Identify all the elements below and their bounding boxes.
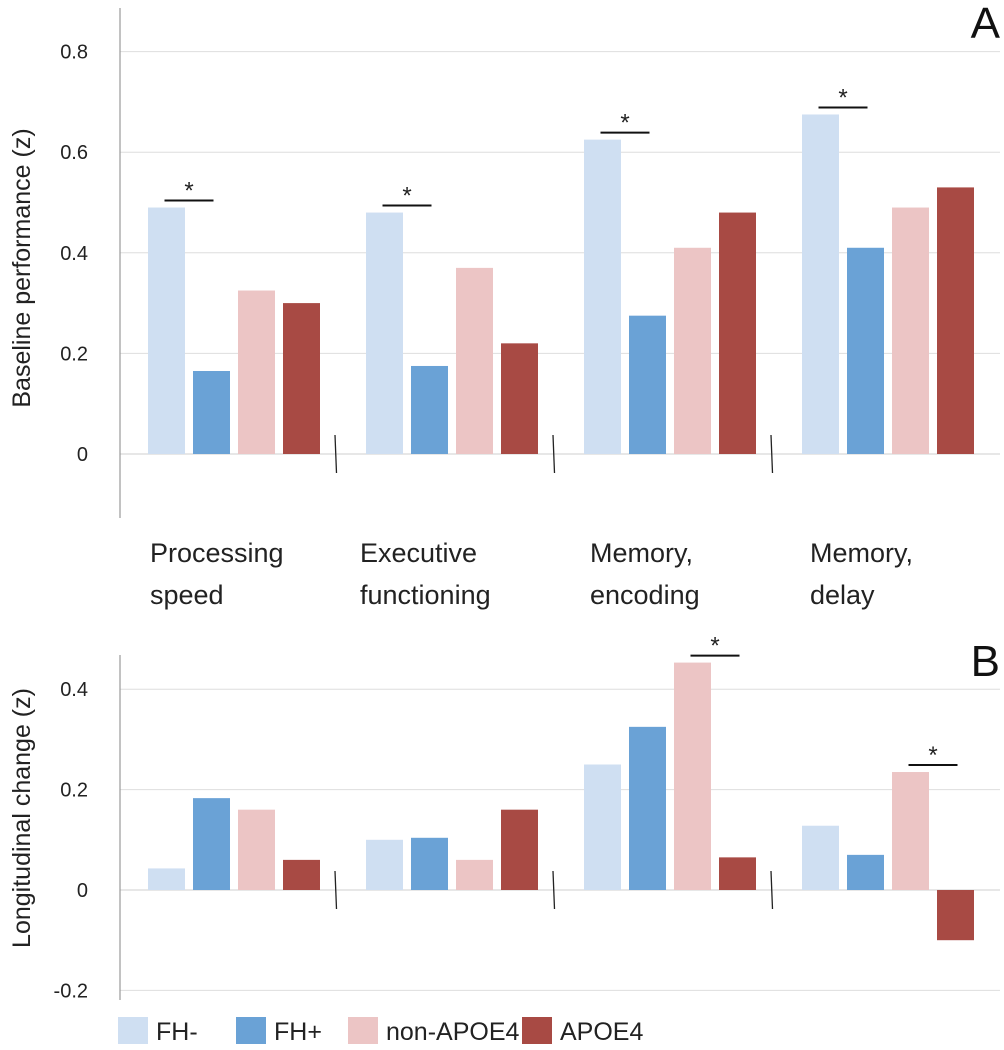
bar-fh- — [148, 207, 185, 454]
bar-non-apoe4 — [456, 859, 493, 890]
panel-label: B — [971, 637, 1000, 686]
bar-fh- — [148, 868, 185, 890]
bar-fh- — [411, 365, 448, 454]
significance-star: * — [838, 84, 847, 111]
x-category-label-line: Memory, — [810, 538, 913, 568]
bar-fh- — [193, 371, 230, 454]
y-tick-label: 0.6 — [60, 142, 88, 164]
bar-non-apoe4 — [456, 267, 493, 454]
bar-fh- — [411, 837, 448, 890]
bar-non-apoe4 — [238, 809, 275, 890]
y-tick-label: 0.2 — [60, 780, 88, 802]
legend-swatch — [522, 1017, 552, 1044]
bar-fh- — [802, 825, 839, 890]
panel-a-baseline-chart: 0 0.2 0.4 0.6 0.8 * * * * A Baseline performance (… — [8, 0, 1001, 610]
group-separator — [552, 870, 556, 910]
bar-non-apoe4 — [892, 772, 929, 890]
bar-fh- — [366, 839, 403, 890]
bar-apoe4 — [937, 890, 974, 941]
x-category-label-line: Memory, — [590, 538, 693, 568]
bar-apoe4 — [283, 303, 320, 454]
x-category-label-line: functioning — [360, 580, 491, 610]
bar-apoe4 — [501, 343, 538, 454]
x-category-label: Processing speed — [150, 538, 284, 610]
y-axis-title: Longitudinal change (z) — [8, 688, 36, 948]
y-tick-label: 0.8 — [60, 42, 88, 64]
bar-fh- — [193, 798, 230, 890]
bar-non-apoe4 — [674, 247, 711, 454]
group-separator — [770, 434, 774, 474]
bar-apoe4 — [283, 859, 320, 890]
bar-apoe4 — [501, 809, 538, 890]
legend-label: APOE4 — [560, 1018, 643, 1046]
bar-fh- — [802, 114, 839, 454]
x-category-label-line: Executive — [360, 538, 477, 568]
y-tick-label: 0 — [77, 444, 88, 466]
y-tick-label: 0.2 — [60, 343, 88, 365]
y-tick-label: 0 — [77, 880, 88, 902]
bar-fh- — [847, 854, 884, 890]
legend: FH- FH+ non-APOE4 APOE4 — [118, 1017, 643, 1046]
significance-star: * — [928, 742, 937, 769]
legend-label: FH+ — [274, 1018, 322, 1046]
significance-star: * — [620, 110, 629, 137]
bar-fh- — [847, 247, 884, 454]
x-category-label: Executive functioning — [360, 538, 491, 610]
x-category-label: Memory, encoding — [590, 538, 700, 610]
legend-swatch — [236, 1017, 266, 1044]
x-category-label-line: encoding — [590, 580, 700, 610]
group-separator — [770, 870, 774, 910]
bar-fh- — [584, 764, 621, 890]
bar-non-apoe4 — [238, 290, 275, 454]
bar-apoe4 — [719, 857, 756, 890]
y-axis-title: Baseline performance (z) — [8, 128, 36, 407]
bar-fh- — [366, 212, 403, 454]
bar-apoe4 — [719, 212, 756, 454]
y-tick-label: -0.2 — [54, 980, 88, 1002]
group-separator — [552, 434, 556, 474]
legend-swatch — [118, 1017, 148, 1044]
x-category-label-line: delay — [810, 580, 875, 610]
significance-star: * — [710, 633, 719, 660]
bar-fh- — [629, 726, 666, 890]
panel-b-longitudinal-chart: -0.2 0 0.2 0.4 * * B Longitudinal change (z) — [8, 633, 1000, 1002]
x-category-label-line: speed — [150, 580, 224, 610]
bar-fh- — [629, 315, 666, 454]
panel-label: A — [971, 0, 1001, 48]
significance-star: * — [184, 178, 193, 205]
bar-fh- — [584, 139, 621, 454]
y-tick-label: 0.4 — [60, 679, 88, 701]
legend-label: non-APOE4 — [386, 1018, 520, 1046]
bar-apoe4 — [937, 187, 974, 454]
y-tick-label: 0.4 — [60, 243, 88, 265]
significance-star: * — [402, 183, 411, 210]
group-separator — [334, 434, 338, 474]
x-category-label-line: Processing — [150, 538, 284, 568]
group-separator — [334, 870, 338, 910]
legend-label: FH- — [156, 1018, 198, 1046]
bar-non-apoe4 — [892, 207, 929, 454]
x-category-label: Memory, delay — [810, 538, 913, 610]
legend-swatch — [348, 1017, 378, 1044]
bar-non-apoe4 — [674, 662, 711, 890]
